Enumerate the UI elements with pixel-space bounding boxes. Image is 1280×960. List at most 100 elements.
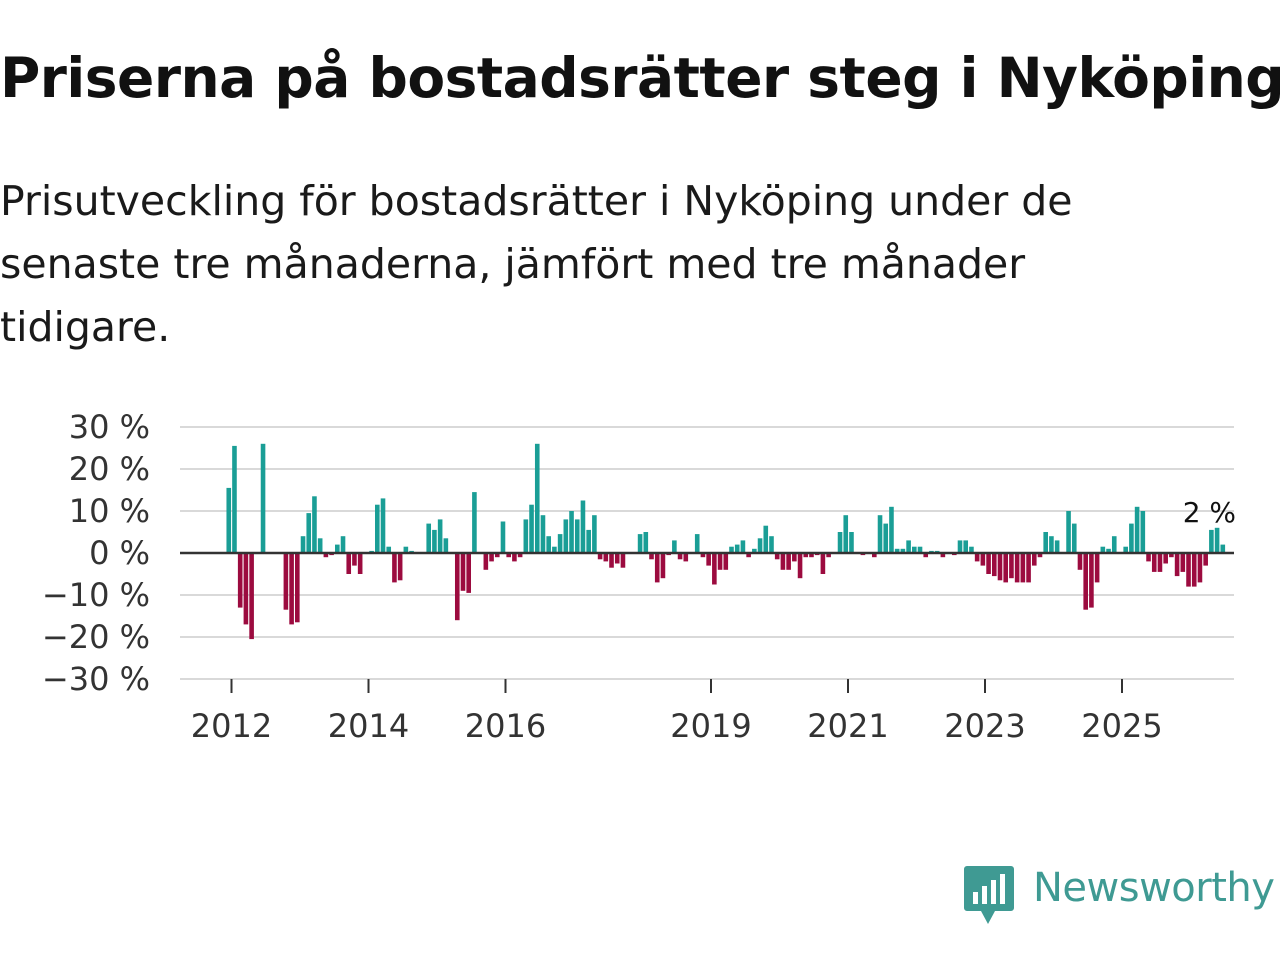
- bar: [997, 553, 1003, 581]
- bar: [426, 523, 432, 553]
- bar: [1009, 553, 1014, 579]
- bar: [963, 540, 969, 553]
- bar: [803, 553, 809, 558]
- bar: [1049, 536, 1054, 553]
- bar: [906, 540, 911, 553]
- bar: [1220, 544, 1226, 553]
- bar: [752, 548, 757, 553]
- bar: [249, 553, 254, 640]
- bar: [723, 553, 729, 570]
- bar: [563, 519, 569, 553]
- bar: [620, 553, 626, 568]
- bar: [769, 536, 774, 553]
- bar: [894, 548, 900, 553]
- bar: [1151, 553, 1157, 572]
- bar: [454, 553, 460, 621]
- bar: [809, 553, 814, 558]
- y-tick-label: 30 %: [69, 408, 150, 446]
- bar: [317, 538, 323, 553]
- bar: [443, 538, 449, 553]
- bar: [1209, 529, 1214, 553]
- bar: [1157, 553, 1163, 572]
- bar: [1174, 553, 1180, 577]
- bar: [757, 538, 763, 553]
- y-tick-label: 20 %: [69, 450, 150, 488]
- bar: [323, 553, 329, 558]
- bar: [1089, 553, 1094, 608]
- bar: [957, 540, 963, 553]
- bar: [797, 553, 803, 579]
- bar: [740, 540, 746, 553]
- bar: [1043, 532, 1048, 553]
- bar: [849, 532, 854, 553]
- bar: [340, 536, 346, 553]
- bar: [1134, 506, 1140, 553]
- bar: [1014, 553, 1020, 583]
- x-tick-label: 2016: [465, 707, 546, 745]
- bar: [969, 546, 974, 553]
- bar: [500, 521, 506, 553]
- bar: [1186, 553, 1191, 587]
- bar: [786, 553, 791, 570]
- bar: [883, 523, 889, 553]
- bar: [706, 553, 711, 566]
- bar-chart: 30 % 20 % 10 % 0 % −10 % −20 % −30 % 2012 2014 2…: [42, 408, 1236, 745]
- bar: [232, 445, 237, 553]
- bar: [1083, 553, 1088, 610]
- bar: [346, 553, 352, 574]
- bar: [1031, 553, 1037, 566]
- bar: [1129, 523, 1134, 553]
- bar: [986, 553, 991, 574]
- bar: [660, 553, 666, 579]
- bar: [335, 544, 340, 553]
- bar: [260, 443, 266, 553]
- x-tick-label: 2019: [670, 707, 751, 745]
- x-tick-label: 2014: [328, 707, 409, 745]
- bar: [912, 546, 917, 553]
- bar: [774, 553, 780, 560]
- bar: [226, 487, 232, 553]
- bar: [437, 519, 443, 553]
- bar: [729, 546, 734, 553]
- bar: [917, 546, 923, 553]
- bar: [489, 553, 494, 562]
- bar: [295, 553, 300, 623]
- bar: [392, 553, 397, 583]
- bar: [386, 546, 392, 553]
- bar: [357, 553, 363, 574]
- bar: [900, 548, 906, 553]
- bar: [837, 532, 843, 553]
- bar: [1077, 553, 1083, 570]
- bar: [889, 506, 894, 553]
- bar: [1037, 553, 1043, 558]
- bar: [1100, 546, 1106, 553]
- bar: [654, 553, 660, 583]
- bar: [763, 525, 769, 553]
- bar: [580, 500, 586, 553]
- bar: [494, 553, 500, 558]
- bar: [643, 532, 649, 553]
- bar: [523, 519, 529, 553]
- bar: [460, 553, 466, 591]
- bar: [546, 536, 551, 553]
- bar: [512, 553, 517, 562]
- bar: [1123, 546, 1128, 553]
- newsworthy-logo-icon: [964, 866, 1014, 924]
- bar: [1163, 553, 1168, 564]
- bar: [843, 515, 849, 553]
- bar: [1094, 553, 1100, 583]
- bar: [1169, 553, 1174, 558]
- bar: [637, 534, 643, 553]
- bar: [243, 553, 249, 625]
- bar: [872, 553, 877, 558]
- bar: [1180, 553, 1186, 572]
- y-tick-label: −10 %: [42, 576, 150, 614]
- bar: [472, 492, 477, 553]
- y-tick-label: −30 %: [42, 660, 150, 698]
- bar: [483, 553, 489, 570]
- bar: [694, 534, 700, 553]
- y-tick-label: 0 %: [89, 534, 150, 572]
- bar: [792, 553, 797, 562]
- bar: [609, 553, 614, 568]
- x-tick-label: 2023: [944, 707, 1025, 745]
